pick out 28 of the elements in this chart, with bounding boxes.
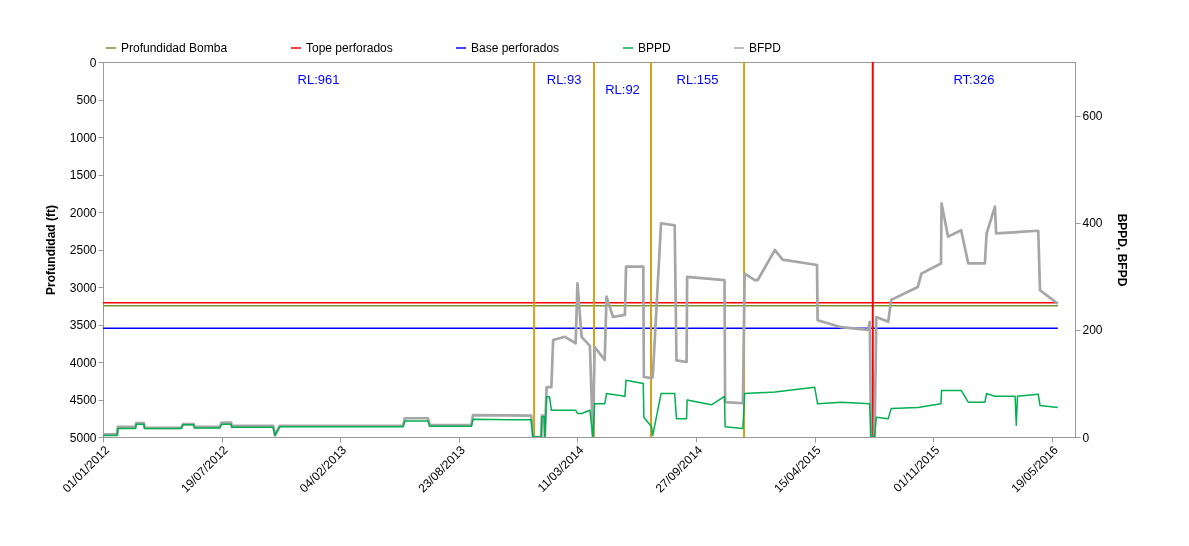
y-tick-label: 1500	[69, 168, 97, 182]
annotation: RL:961	[297, 72, 340, 87]
y-tick-label: 2000	[69, 205, 97, 220]
y-tick-label: 3500	[69, 318, 97, 332]
legend-label: Profundidad Bomba	[121, 41, 228, 55]
legend-label: Tope perforados	[306, 41, 393, 55]
y-tick-label: 0	[89, 55, 97, 70]
y-tick-label: 4000	[69, 355, 97, 370]
y-axis-title: Profundidad (ft)	[43, 205, 58, 295]
y-tick-label: 4500	[69, 393, 97, 407]
legend-label: BPPD	[638, 41, 672, 55]
annotation: RL:92	[605, 82, 640, 97]
y2-tick-label: 400	[1082, 216, 1103, 231]
y-tick-label: 3000	[69, 280, 97, 295]
y2-tick-label: 0	[1082, 430, 1090, 445]
y2-tick-label: 600	[1082, 109, 1103, 124]
annotation: RT:326	[953, 72, 995, 87]
y2-tick-label: 200	[1082, 323, 1103, 338]
annotation: RL:155	[676, 72, 719, 87]
y-tick-label: 1000	[69, 130, 97, 145]
y-tick-label: 500	[76, 93, 97, 107]
legend-label: Base perforados	[471, 41, 560, 55]
y-tick-label: 2500	[69, 243, 97, 257]
y2-axis-title: BPPD, BFPD	[1114, 213, 1129, 287]
annotation: RL:93	[546, 72, 582, 87]
legend-label: BFPD	[749, 41, 782, 55]
line-series	[103, 379, 1059, 437]
y-tick-label: 5000	[69, 430, 97, 445]
